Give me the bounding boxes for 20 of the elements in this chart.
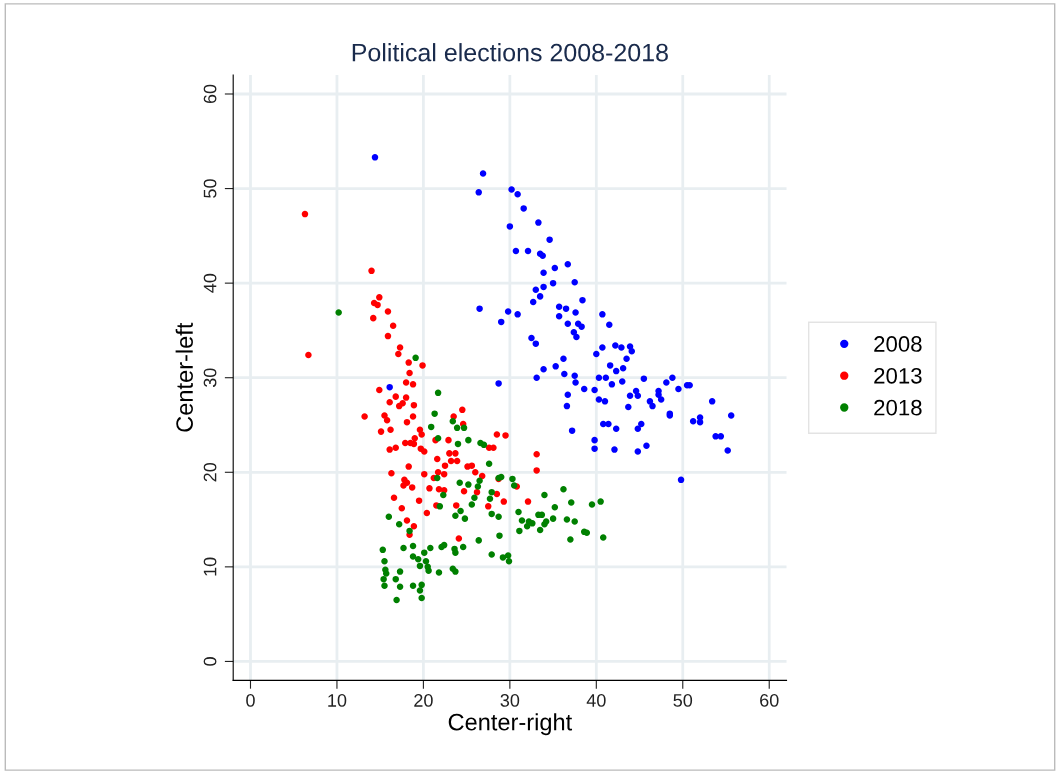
y-axis-title: Center-left — [175, 322, 193, 432]
legend-label: 2013 — [874, 367, 922, 384]
x-tick-label: 30 — [500, 694, 520, 707]
y-tick-label: 20 — [203, 462, 217, 482]
x-tick-label: 50 — [673, 694, 693, 707]
y-tick-label: 60 — [203, 84, 217, 104]
y-tick-label: 0 — [203, 657, 217, 666]
y-tick-label: 40 — [203, 273, 217, 293]
chart-title: Political elections 2008-2018 — [352, 43, 668, 62]
y-tick-label: 10 — [203, 557, 217, 576]
y-tick-label: 30 — [203, 368, 217, 388]
legend-label: 2018 — [874, 399, 922, 416]
y-tick-label: 50 — [203, 179, 217, 198]
x-tick-label: 60 — [760, 694, 779, 707]
x-tick-label: 20 — [414, 694, 433, 707]
legend-label: 2008 — [874, 336, 922, 352]
x-tick-label: 40 — [586, 694, 606, 707]
x-axis-title: Center-right — [448, 713, 573, 736]
x-tick-label: 10 — [328, 694, 347, 707]
x-tick-label: 0 — [246, 694, 255, 707]
